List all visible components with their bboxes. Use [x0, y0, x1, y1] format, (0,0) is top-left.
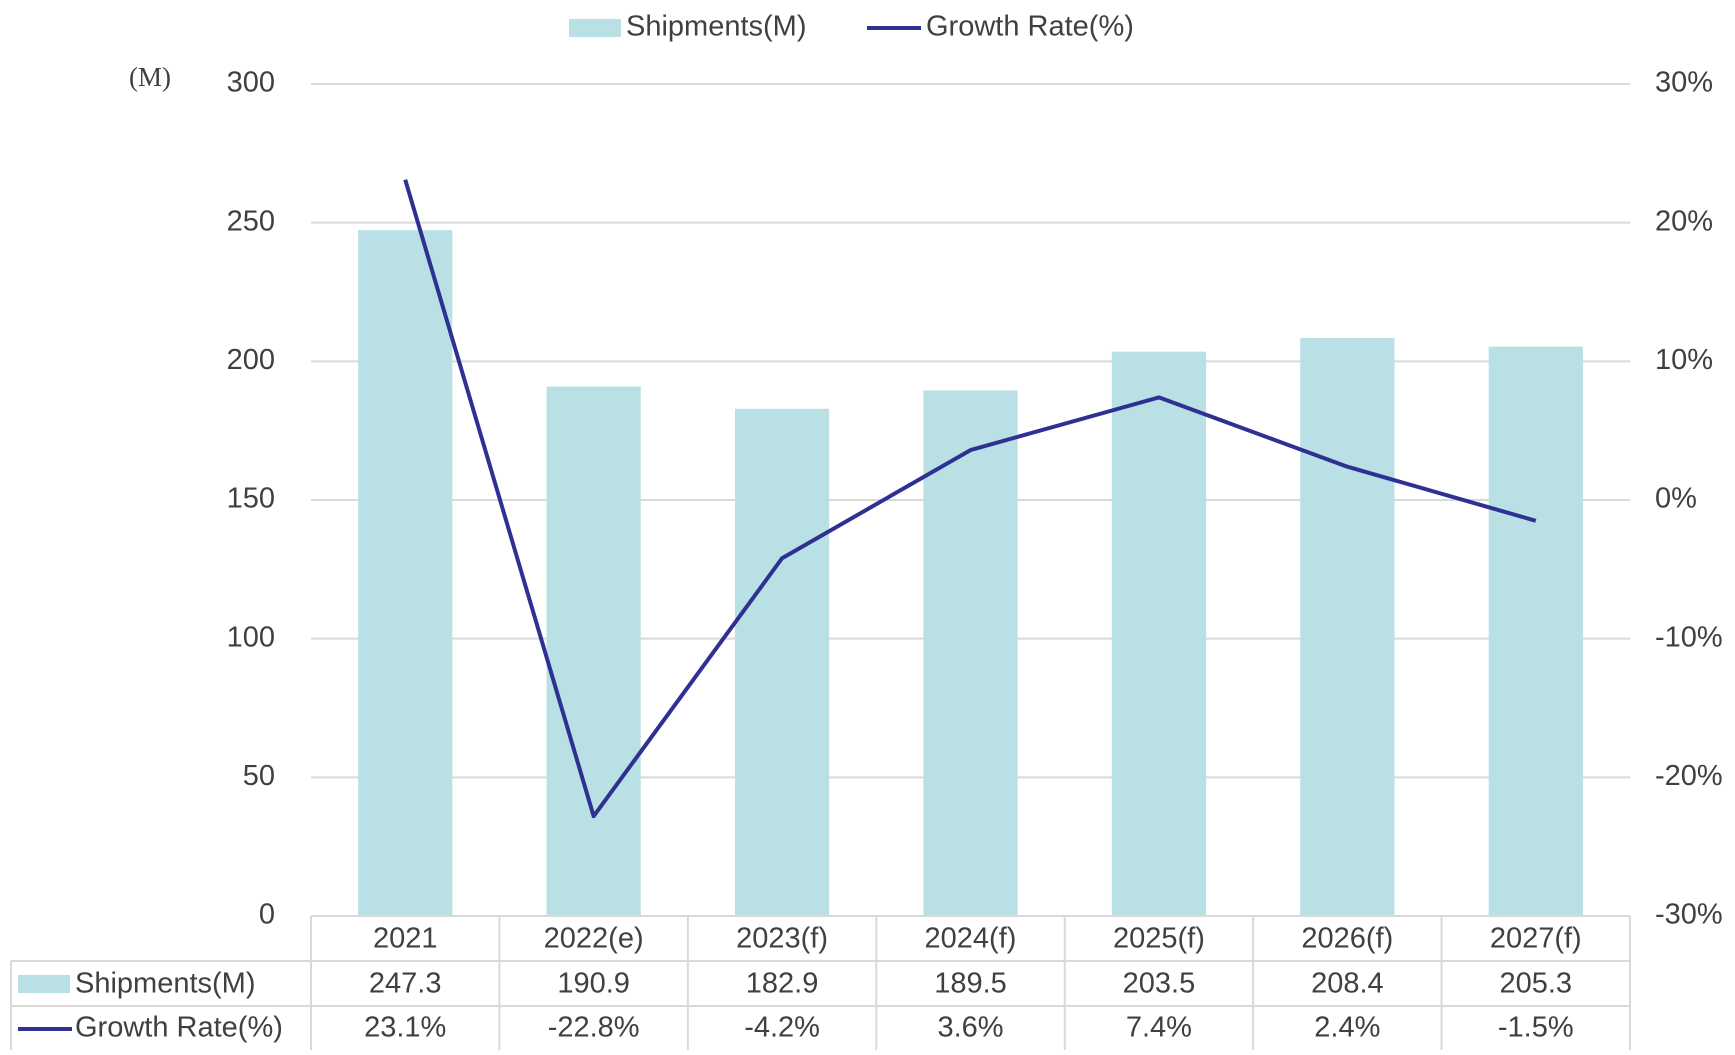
y-tick-label: 200 — [227, 344, 275, 376]
bar — [358, 230, 453, 916]
x-tick-label: 2023(f) — [736, 923, 828, 955]
bar — [1488, 346, 1583, 917]
table-row-label: Growth Rate(%) — [75, 1012, 283, 1044]
y2-tick-label: 30% — [1655, 67, 1713, 99]
x-tick-label: 2024(f) — [925, 923, 1017, 955]
legend-label: Shipments(M) — [626, 11, 807, 43]
x-tick-label: 2022(e) — [544, 923, 644, 955]
y2-tick-label: 0% — [1655, 483, 1697, 515]
y-tick-label: 50 — [243, 760, 275, 792]
bar — [546, 386, 641, 916]
y-tick-label: 250 — [227, 205, 275, 237]
table-value: 203.5 — [1123, 968, 1196, 1000]
y-tick-label: 0 — [259, 899, 275, 931]
legend-key — [569, 19, 621, 37]
table-value: -1.5% — [1498, 1012, 1574, 1044]
bar — [1111, 351, 1207, 916]
table-value: 23.1% — [364, 1012, 446, 1044]
table-value: 7.4% — [1126, 1012, 1192, 1044]
table-row-label: Shipments(M) — [75, 968, 256, 1000]
y-tick-label: 300 — [227, 67, 275, 99]
x-tick-label: 2025(f) — [1113, 923, 1205, 955]
table-value: 2.4% — [1314, 1012, 1380, 1044]
table-value: 182.9 — [746, 968, 819, 1000]
x-tick-label: 2026(f) — [1301, 923, 1393, 955]
y2-tick-label: 10% — [1655, 344, 1713, 376]
y2-tick-label: -10% — [1655, 621, 1723, 653]
table-value: 247.3 — [369, 968, 442, 1000]
bar — [923, 390, 1018, 916]
bar — [734, 408, 830, 916]
table-value: 189.5 — [934, 968, 1007, 1000]
x-tick-label: 2021 — [373, 923, 438, 955]
bar — [1300, 338, 1395, 916]
table-key — [18, 975, 70, 993]
table-value: 205.3 — [1499, 968, 1572, 1000]
table-value: 190.9 — [557, 968, 630, 1000]
table-value: 208.4 — [1311, 968, 1384, 1000]
x-tick-label: 2027(f) — [1490, 923, 1582, 955]
table-value: -4.2% — [744, 1012, 820, 1044]
table-value: -22.8% — [548, 1012, 640, 1044]
y-tick-label: 100 — [227, 621, 275, 653]
y2-tick-label: -30% — [1655, 899, 1723, 931]
table-value: 3.6% — [937, 1012, 1003, 1044]
unit-label: (M) — [129, 62, 171, 92]
y-tick-label: 150 — [227, 483, 275, 515]
legend-label: Growth Rate(%) — [926, 11, 1134, 43]
y2-tick-label: -20% — [1655, 760, 1723, 792]
growth-line — [403, 179, 1537, 819]
y2-tick-label: 20% — [1655, 205, 1713, 237]
